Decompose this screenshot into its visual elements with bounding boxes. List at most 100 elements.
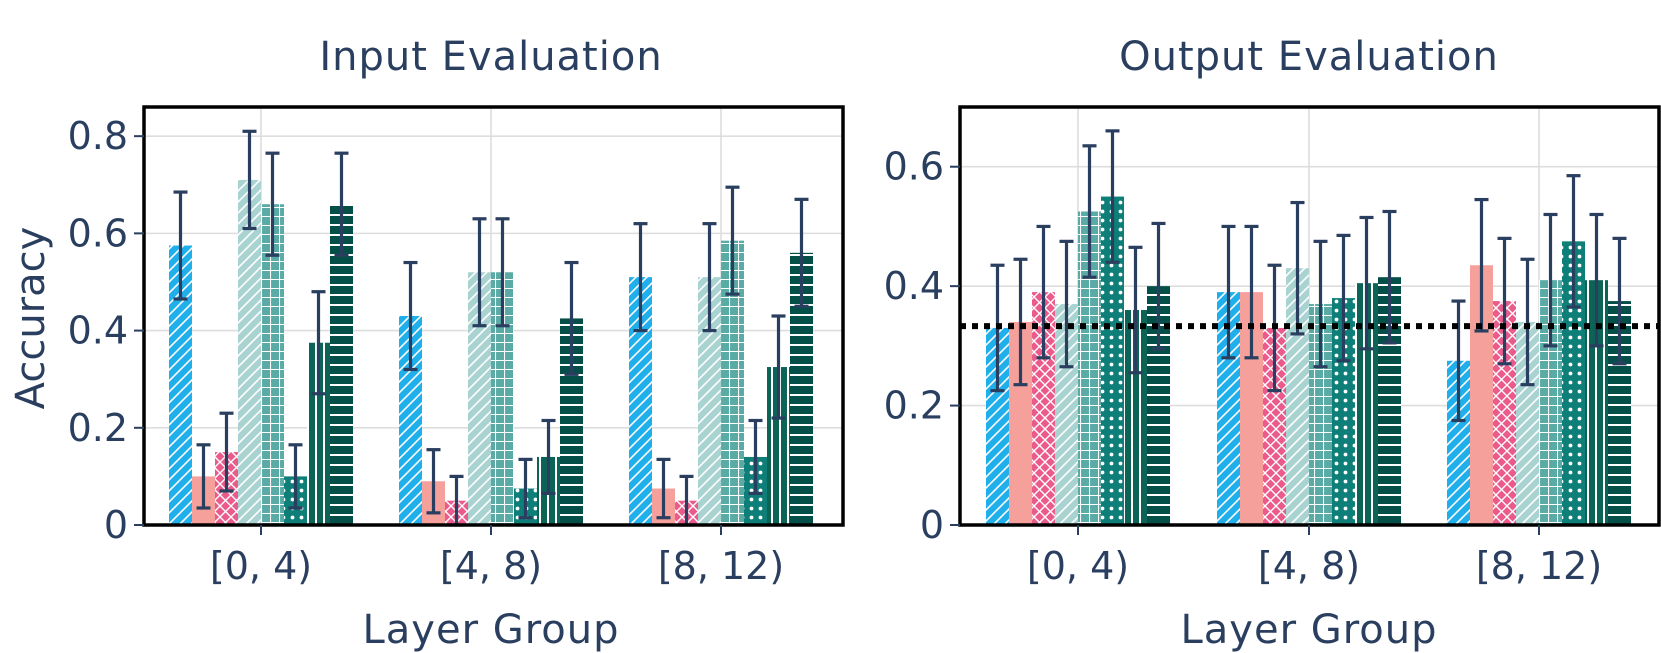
error-bar-series-1-group-3	[633, 222, 648, 333]
y-tick-label: 0.6	[884, 145, 944, 189]
bar-series-7-group-2	[1355, 283, 1378, 525]
bar-series-8-group-3	[790, 252, 813, 525]
bar-series-4-group-3	[698, 277, 721, 525]
bar-series-5-group-2	[491, 272, 514, 525]
chart-title: Output Evaluation	[1119, 34, 1499, 80]
error-bar-series-5-group-2	[1313, 239, 1328, 369]
y-tick-label: 0.2	[68, 406, 128, 450]
error-bar-series-4-group-2	[1290, 200, 1305, 336]
y-tick-label: 0.4	[68, 309, 128, 353]
error-bar-series-4-group-1	[242, 129, 257, 231]
error-bar-series-3-group-1	[219, 411, 234, 493]
error-bar-series-2-group-1	[196, 443, 211, 510]
error-bar-series-3-group-3	[1497, 236, 1512, 366]
error-bar-series-6-group-1	[1105, 129, 1120, 264]
error-bar-series-8-group-2	[564, 260, 579, 376]
error-bar-series-2-group-3	[1474, 197, 1489, 333]
error-bar-series-6-group-3	[1566, 174, 1581, 309]
error-bar-series-8-group-2	[1382, 209, 1397, 345]
bar-series-5-group-1	[261, 204, 284, 526]
bar-series-7-group-3	[1585, 280, 1608, 525]
error-bar-series-4-group-3	[1520, 257, 1535, 387]
bar-series-7-group-1	[1124, 310, 1147, 525]
bar-series-2-group-2	[1240, 292, 1263, 525]
panel-output-evaluation: Output Evaluation Layer Group 0 0.2 0.4 0.6…	[884, 34, 1661, 653]
y-tick-label: 0.2	[884, 384, 944, 428]
x-axis-label: Layer Group	[362, 607, 619, 653]
bar-series-8-group-3	[1608, 301, 1631, 525]
error-bar-series-2-group-2	[426, 448, 441, 515]
error-bar-series-4-group-3	[702, 222, 717, 333]
error-bar-series-2-group-3	[656, 457, 671, 520]
bar-series-1-group-2	[1217, 292, 1240, 525]
bar-series-5-group-2	[1309, 304, 1332, 525]
error-bar-series-1-group-3	[1451, 299, 1466, 423]
error-bar-series-2-group-1	[1013, 257, 1028, 387]
bar-series-8-group-2	[1378, 277, 1401, 525]
bar-series-4-group-3	[1516, 321, 1539, 525]
x-tick-label: [0, 4)	[210, 544, 312, 588]
y-tick-label: 0	[920, 503, 944, 547]
chart-title: Input Evaluation	[319, 34, 662, 80]
x-tick-label: [8, 12)	[658, 544, 784, 588]
bar-series-5-group-3	[1539, 280, 1562, 525]
error-bar-series-7-group-1	[1128, 245, 1143, 375]
error-bar-series-6-group-1	[288, 443, 303, 510]
bar-series-3-group-2	[1263, 327, 1286, 525]
bar-series-4-group-1	[1055, 304, 1078, 525]
error-bar-series-7-group-2	[541, 418, 556, 496]
bar-series-6-group-3	[1562, 241, 1585, 525]
error-bar-series-4-group-1	[1059, 239, 1074, 369]
bar-series-1-group-3	[629, 277, 652, 525]
bar-series-7-group-1	[307, 342, 330, 525]
error-bar-series-4-group-2	[472, 217, 487, 328]
panel-input-evaluation: Input Evaluation Accuracy Layer Group 0 0…	[8, 34, 845, 653]
x-tick-label: [4, 8)	[1258, 544, 1360, 588]
error-bar-series-8-group-3	[794, 197, 809, 308]
error-bar-series-1-group-1	[173, 190, 188, 301]
error-bar-series-8-group-1	[1151, 221, 1166, 351]
bar-series-6-group-1	[1101, 196, 1124, 526]
x-tick-label: [8, 12)	[1476, 544, 1602, 588]
y-tick-label: 0.8	[68, 114, 128, 158]
bar-series-8-group-2	[560, 318, 583, 525]
error-bar-series-6-group-2	[1336, 233, 1351, 363]
error-bar-series-5-group-3	[725, 185, 740, 296]
plot-frame	[142, 105, 845, 527]
bar-series-6-group-2	[1332, 298, 1355, 525]
bar-series-4-group-2	[468, 272, 491, 525]
bar-series-8-group-1	[1147, 286, 1170, 525]
bar-series-7-group-3	[767, 367, 790, 525]
error-bar-series-1-group-2	[1221, 224, 1236, 360]
x-tick-label: [4, 8)	[440, 544, 542, 588]
error-bar-series-8-group-1	[334, 151, 349, 257]
y-axis-label: Accuracy	[8, 227, 54, 410]
error-bar-series-6-group-3	[748, 418, 763, 496]
bar-series-1-group-3	[1447, 360, 1470, 525]
bar-series-5-group-1	[1078, 211, 1101, 525]
bar-series-3-group-1	[1032, 292, 1055, 525]
y-tick-label: 0	[104, 503, 128, 547]
error-bar-series-5-group-1	[265, 151, 280, 257]
bar-series-8-group-1	[330, 204, 353, 526]
error-bar-series-2-group-2	[1244, 224, 1259, 360]
error-bar-series-7-group-3	[771, 314, 786, 420]
error-bar-series-8-group-3	[1612, 236, 1627, 366]
error-bar-series-5-group-1	[1082, 144, 1097, 279]
bar-series-1-group-1	[986, 327, 1009, 525]
error-bar-series-1-group-2	[403, 260, 418, 372]
error-bar-series-5-group-2	[495, 217, 510, 328]
y-tick-label: 0.4	[884, 264, 944, 308]
error-bar-series-7-group-2	[1359, 215, 1374, 351]
bar-series-3-group-3	[1493, 301, 1516, 525]
bar-series-4-group-1	[238, 179, 261, 525]
y-tick-label: 0.6	[68, 211, 128, 255]
bar-series-2-group-1	[1009, 321, 1032, 525]
error-bar-series-7-group-1	[311, 290, 326, 396]
x-axis-label: Layer Group	[1180, 607, 1437, 653]
x-tick-label: [0, 4)	[1027, 544, 1129, 588]
error-bar-series-3-group-1	[1036, 224, 1051, 360]
bar-series-5-group-3	[721, 240, 744, 526]
error-bar-series-6-group-2	[518, 457, 533, 520]
